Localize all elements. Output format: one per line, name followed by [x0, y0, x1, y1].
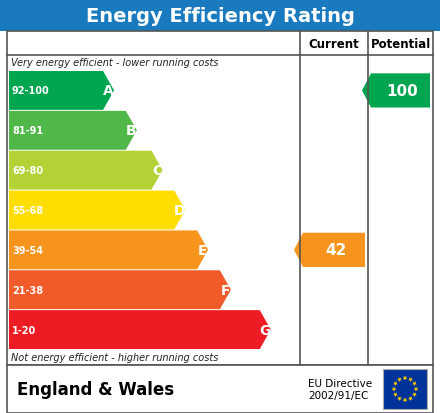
Bar: [383, 369, 427, 409]
Text: 55-68: 55-68: [12, 206, 43, 216]
Polygon shape: [408, 396, 413, 401]
Polygon shape: [294, 233, 365, 267]
Text: 81-91: 81-91: [12, 126, 43, 136]
Text: 21-38: 21-38: [12, 285, 43, 295]
Polygon shape: [414, 387, 418, 392]
Polygon shape: [9, 271, 231, 309]
Polygon shape: [9, 231, 208, 270]
Polygon shape: [392, 387, 396, 392]
Text: 92-100: 92-100: [12, 86, 50, 96]
Polygon shape: [403, 376, 407, 380]
Text: 42: 42: [325, 243, 347, 258]
Polygon shape: [412, 392, 417, 397]
Text: Not energy efficient - higher running costs: Not energy efficient - higher running co…: [11, 352, 218, 362]
Polygon shape: [393, 382, 398, 386]
Polygon shape: [397, 396, 402, 401]
Polygon shape: [9, 112, 137, 150]
Text: 69-80: 69-80: [12, 166, 43, 176]
Polygon shape: [412, 382, 417, 386]
Polygon shape: [9, 311, 271, 349]
Polygon shape: [393, 392, 398, 397]
Text: 2002/91/EC: 2002/91/EC: [308, 390, 368, 400]
Polygon shape: [9, 191, 185, 230]
Text: Potential: Potential: [370, 38, 431, 50]
Text: 1-20: 1-20: [12, 325, 36, 335]
Text: F: F: [220, 283, 230, 297]
Text: A: A: [103, 84, 114, 98]
Bar: [0, 0, 440, 32]
Polygon shape: [9, 151, 162, 190]
Text: 100: 100: [387, 84, 418, 99]
Text: EU Directive: EU Directive: [308, 378, 372, 388]
Polygon shape: [362, 74, 430, 108]
Text: 39-54: 39-54: [12, 245, 43, 255]
Text: E: E: [198, 243, 207, 257]
Text: England & Wales: England & Wales: [17, 380, 174, 398]
Polygon shape: [403, 398, 407, 403]
Text: D: D: [174, 204, 186, 218]
Polygon shape: [397, 377, 402, 382]
Text: Current: Current: [308, 38, 359, 50]
Polygon shape: [408, 377, 413, 382]
Text: Very energy efficient - lower running costs: Very energy efficient - lower running co…: [11, 58, 219, 68]
Bar: [7, 32, 433, 365]
Bar: [7, 365, 433, 413]
Text: Energy Efficiency Rating: Energy Efficiency Rating: [85, 7, 355, 26]
Text: B: B: [126, 124, 137, 138]
Polygon shape: [9, 72, 114, 111]
Text: C: C: [152, 164, 162, 178]
Text: G: G: [260, 323, 271, 337]
